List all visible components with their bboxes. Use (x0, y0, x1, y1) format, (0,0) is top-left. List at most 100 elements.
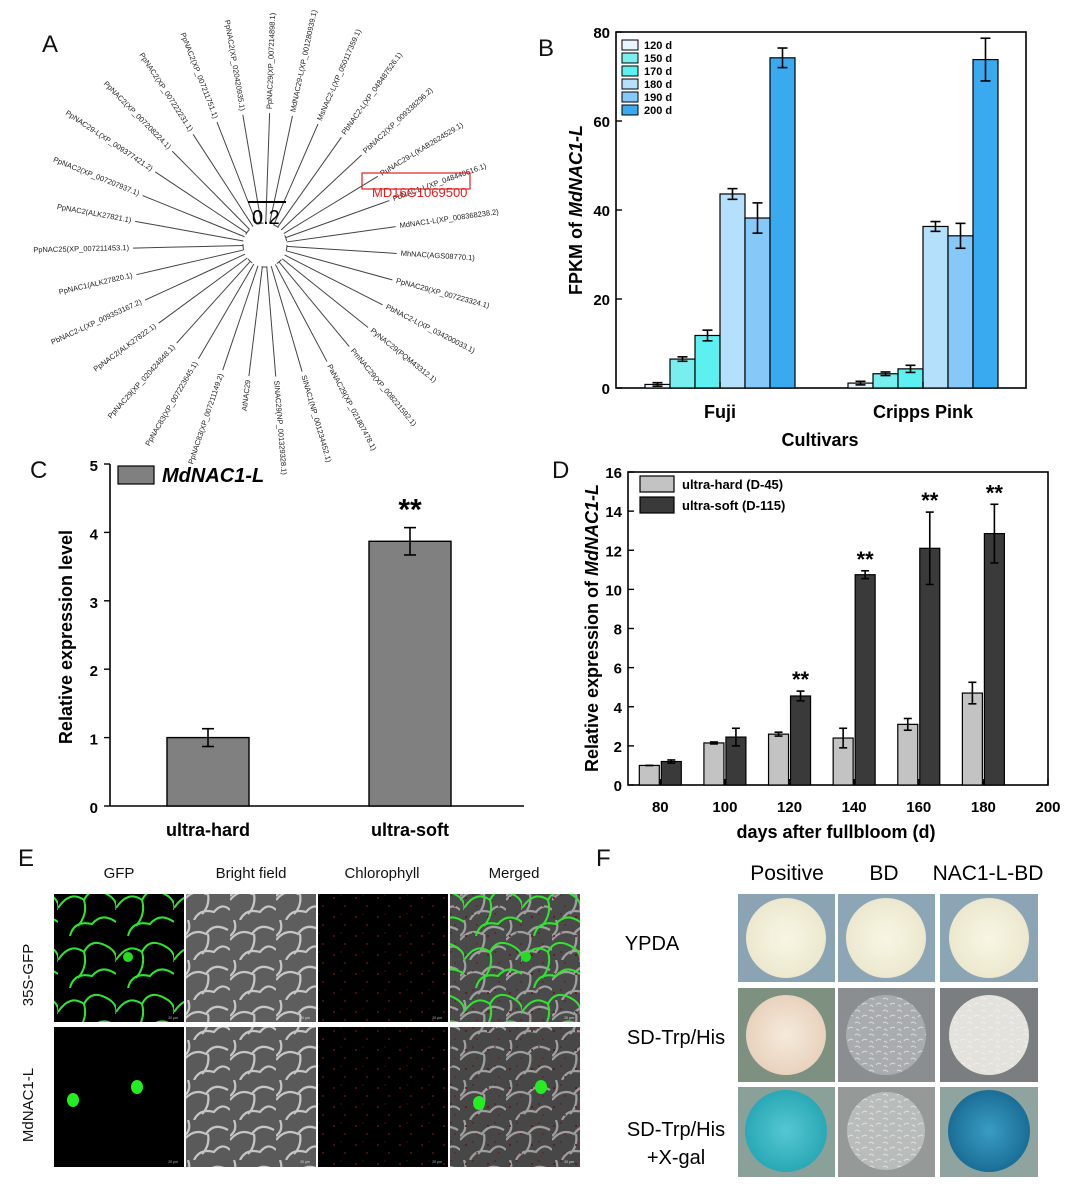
tree-inner-branch (285, 223, 324, 239)
chart-b-legend-swatch (621, 39, 639, 51)
colony-xgal-nac1-l-bd (948, 1090, 1030, 1172)
chart-d-xtick-label: 140 (842, 799, 867, 816)
chart-b-x-axis-title: Cultivars (781, 430, 858, 450)
chart-b-bar (972, 58, 999, 389)
tree-leaf-labels: MdNAC29-L(XP_001280939.1)MsNAC2-L(XP_050… (33, 8, 500, 475)
tree-mid-branch (175, 270, 209, 287)
tree-leaf-label: SINAC1(NP_001234452.1) (299, 374, 333, 464)
chart-d-legend-swatch (639, 496, 675, 514)
micro-35s-gfp-bright: 20 μm (186, 894, 316, 1022)
chart-d-y-axis-title: Relative expression of MdNAC1-L (582, 484, 602, 772)
chart-b-legend-label: 170 d (644, 66, 672, 78)
chart-c-ytick-label: 4 (90, 526, 99, 543)
tree-leaf-branch (133, 246, 168, 249)
chart-b-legend-swatch (621, 52, 639, 64)
colony-xgal-positive (745, 1090, 827, 1172)
colony-ypda-positive (746, 898, 826, 978)
micro-35s-gfp-gfp: 20 μm (54, 894, 184, 1022)
tree-root-arc (242, 222, 288, 268)
chart-b-bar (694, 334, 721, 389)
chart-d-significance: ** (921, 488, 939, 513)
tree-mid-branch (326, 248, 363, 252)
tree-mid-branch (324, 260, 360, 272)
tree-mid-branch (269, 306, 274, 343)
chart-d-legend-swatch (639, 475, 675, 493)
chart-d-bar (897, 723, 919, 786)
tree-leaf-branch (136, 266, 170, 276)
chart-b-y-axis-title: FPKM of MdNAC1-L (566, 125, 586, 295)
chart-c-legend-label: MdNAC1-L (162, 465, 264, 487)
yeast-row-xgal-line2: +X-gal (647, 1147, 705, 1169)
tree-mid-branch (233, 303, 246, 339)
chart-d-xtick-label: 100 (712, 799, 737, 816)
chart-d-xtick-label: 160 (906, 799, 931, 816)
highlight-box (361, 172, 471, 190)
micro-col-bright: Bright field (216, 865, 287, 882)
tree-leaf-branch (341, 305, 369, 328)
tree-leaf-branch (359, 270, 393, 281)
panel-b-letter: B (538, 35, 554, 62)
tree-inner-branch (269, 184, 279, 224)
micro-scale: 20 μm (168, 1160, 178, 1164)
tree-leaf-branch (361, 226, 396, 232)
tree-inner-branch (274, 264, 295, 300)
chart-b-ytick-label: 80 (593, 25, 610, 42)
tree-mid-branch (183, 190, 214, 212)
chart-b-ytick-label: 20 (593, 292, 610, 309)
micro-scale: 20 μm (300, 1016, 310, 1020)
colony-ypda-nac1-l-bd (949, 898, 1029, 978)
chart-d-ytick-label: 10 (605, 582, 622, 599)
chart-b-bar (947, 235, 974, 389)
tree-leaf-branch (303, 123, 319, 156)
chart-d-ytick-label: 16 (605, 465, 622, 482)
tree-leaf-branch (284, 115, 293, 150)
tree-mid-branch (313, 283, 342, 307)
chart-c-ytick-label: 0 (90, 800, 98, 817)
tree-inner-branch (256, 266, 263, 307)
tree-inner-branch (204, 249, 244, 260)
tree-leaf-branch (310, 331, 328, 362)
yeast-col-nac1-l-bd: NAC1-L-BD (933, 862, 1044, 885)
tree-inner-branch (203, 245, 244, 247)
micro-col-chloro: Chlorophyll (344, 865, 419, 882)
micro-scale: 20 μm (168, 1016, 178, 1020)
chart-b-bar (769, 57, 796, 389)
tree-leaf-label: PpNAC29(XP_007214898.1) (265, 12, 277, 109)
tree-leaf-branch (154, 171, 184, 192)
tree-inner-branch (265, 183, 268, 224)
tree-leaf-label: PpNAC2(ALK27822.1) (92, 321, 159, 373)
tree-inner-branch (213, 210, 247, 234)
chart-d-ytick-label: 4 (614, 700, 623, 717)
tree-leaf-branch (327, 320, 350, 347)
tree-mid-branch (185, 281, 216, 304)
tree-leaf-label: MhNAC(AGS08770.1) (400, 249, 475, 263)
chart-c-bar (166, 736, 250, 807)
tree-mid-branch (215, 298, 235, 330)
chart-d-xtick-label: 80 (652, 799, 669, 816)
tree-mid-branch (317, 193, 349, 214)
tree-leaf-label: PpNAC2(XP_007207937.1) (52, 155, 141, 198)
tree-leaf-branch (176, 317, 200, 344)
tree-mid-branch (293, 299, 312, 332)
chart-d-ytick-label: 12 (605, 543, 622, 560)
chart-d-legend-label: ultra-soft (D-115) (682, 498, 785, 513)
chart-c-bar (368, 540, 452, 807)
chart-d-ylabel-prefix: Relative expression of (582, 576, 602, 772)
tree-leaf-branch (357, 200, 390, 213)
tree-inner-branch (266, 266, 271, 307)
yeast-row-sd: SD-Trp/His (627, 1027, 725, 1049)
micro-scale: 20 μm (432, 1160, 442, 1164)
chart-d-bar (703, 742, 725, 786)
micro-mdnac1-l-merged: 20 μm (450, 1027, 580, 1167)
chart-d-xtick-label: 180 (971, 799, 996, 816)
chart-b-legend-label: 200 d (644, 105, 672, 117)
yeast-col-bd: BD (869, 862, 898, 885)
tree-mid-branch (195, 174, 222, 202)
tree-inner-branch (208, 253, 246, 272)
chart-d-bar (638, 764, 660, 786)
tree-inner-branch (230, 192, 254, 227)
chart-d-bar (961, 692, 983, 786)
micro-mdnac1-l-bright: 20 μm (186, 1027, 316, 1167)
panel-d-timecourse-chart: D 0 2 4 6 8 10 12 14 16 80 100 120 140 160 180 200 ultra… (552, 457, 1061, 842)
